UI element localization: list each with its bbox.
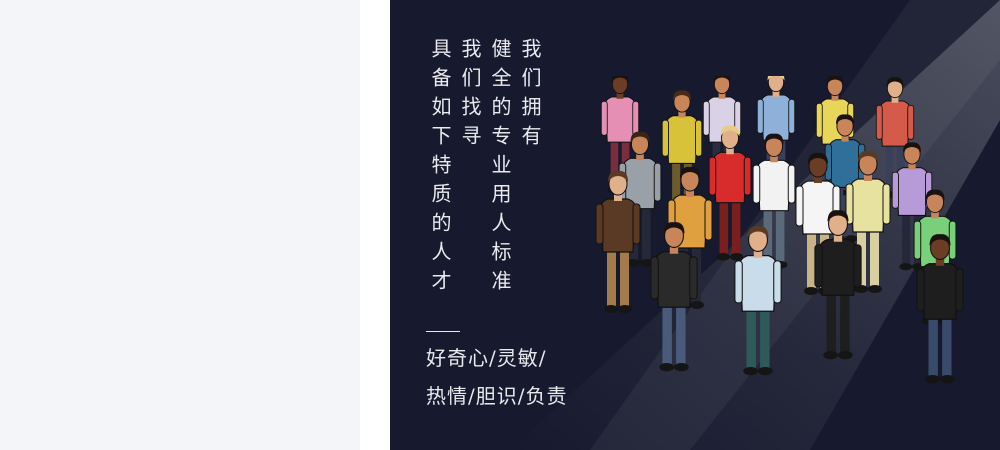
person-figure <box>875 77 915 198</box>
traits-line-2: 热情/胆识/负责 <box>426 384 568 408</box>
gutter <box>360 0 390 450</box>
left-blank-panel <box>0 0 360 450</box>
person-figure <box>916 234 964 384</box>
slogan-column-1: 我们拥有 <box>518 38 542 154</box>
person-figure <box>708 125 752 261</box>
person-figure <box>595 170 641 313</box>
person-figure <box>845 150 891 293</box>
divider-line <box>426 331 460 332</box>
person-figure <box>752 133 796 269</box>
slogan-column-2: 健全的专业用人标准 <box>488 38 512 299</box>
slogan-column-3: 我们找寻 <box>458 38 482 154</box>
crowd-of-people-illustration <box>595 76 964 384</box>
person-figure <box>650 222 698 372</box>
traits-line-1: 好奇心/灵敏/ <box>426 346 547 370</box>
slogan-column-4: 具备如下特质的人才 <box>428 38 452 299</box>
person-figure <box>814 210 862 360</box>
person-figure <box>734 226 782 376</box>
person-figure <box>618 131 662 267</box>
